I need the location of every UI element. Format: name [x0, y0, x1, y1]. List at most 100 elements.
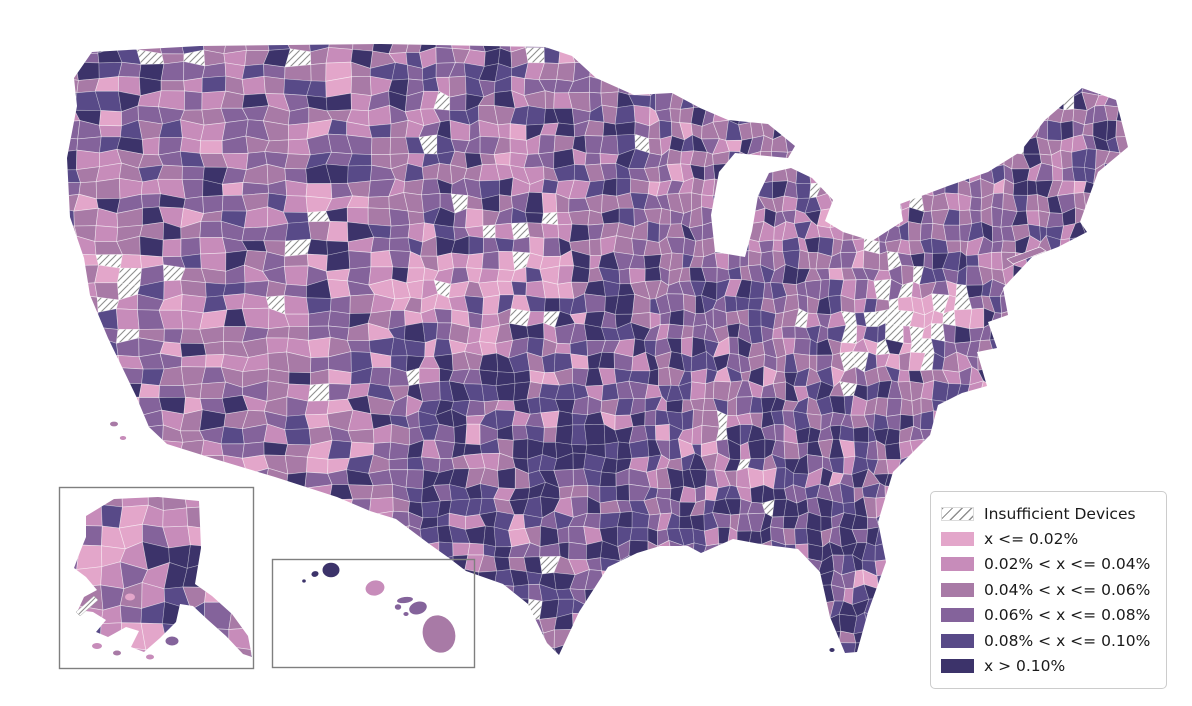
county-cell	[264, 512, 287, 531]
county-cell	[1024, 44, 1040, 52]
county-cell	[1091, 44, 1110, 52]
county-cell	[201, 75, 227, 94]
county-cell	[310, 62, 327, 82]
county-cell	[96, 453, 120, 475]
county-cell	[1106, 235, 1122, 256]
county-cell	[283, 645, 311, 655]
county-cell	[862, 249, 881, 271]
county-cell	[958, 49, 972, 69]
county-cell	[389, 659, 408, 679]
county-cell	[907, 598, 927, 620]
county-cell	[775, 641, 788, 655]
county-cell	[326, 221, 349, 243]
county-cell	[1106, 65, 1122, 81]
county-cell	[738, 44, 754, 55]
county-cell	[74, 368, 97, 387]
county-cell	[886, 626, 900, 649]
county-cell	[1141, 210, 1146, 227]
county-cell	[907, 627, 927, 649]
county-cell	[347, 642, 375, 655]
county-cell	[538, 134, 556, 155]
county-cell	[67, 339, 81, 358]
county-cell	[890, 135, 901, 155]
county-cell	[875, 206, 892, 225]
county-cell	[1107, 206, 1120, 229]
county-cell	[449, 93, 467, 112]
county-cell	[1003, 337, 1014, 357]
county-cell	[75, 166, 100, 184]
county-cell	[897, 78, 914, 97]
county-cell	[1048, 44, 1060, 52]
county-cell	[1048, 309, 1063, 328]
county-cell	[774, 424, 785, 442]
county-cell	[1126, 47, 1128, 66]
county-cell	[887, 539, 901, 561]
county-cell	[988, 92, 1007, 111]
county-cell	[524, 212, 544, 224]
alaska-county-cell	[74, 605, 78, 628]
county-cell	[98, 124, 122, 138]
county-cell	[614, 293, 636, 315]
county-cell	[738, 93, 751, 112]
hawaii-inset-box	[271, 558, 476, 669]
county-cell	[1082, 438, 1099, 455]
county-cell	[556, 410, 574, 428]
county-cell	[584, 613, 606, 632]
county-cell	[886, 642, 903, 655]
county-cell	[1052, 253, 1061, 272]
legend-swatch-bin-5	[941, 633, 974, 648]
county-cell	[689, 79, 705, 94]
county-cell	[75, 149, 100, 171]
county-cell	[645, 656, 661, 679]
county-cell	[205, 354, 225, 368]
county-cell	[244, 44, 270, 51]
county-cell	[806, 656, 819, 676]
county-cell	[968, 148, 981, 169]
county-cell	[701, 598, 718, 614]
county-cell	[1126, 181, 1128, 196]
county-cell	[759, 167, 774, 184]
county-cell	[1034, 339, 1054, 355]
county-cell	[660, 646, 673, 655]
county-cell	[1013, 92, 1026, 110]
county-cell	[646, 220, 660, 243]
county-cell	[73, 453, 99, 474]
county-cell	[304, 526, 330, 543]
county-cell	[1139, 227, 1146, 242]
county-cell	[388, 237, 411, 252]
county-cell	[747, 438, 766, 460]
county-cell	[242, 511, 267, 531]
county-cell	[931, 165, 946, 184]
county-cell	[544, 90, 555, 110]
county-cell	[827, 65, 844, 81]
county-cell	[783, 119, 800, 141]
county-cell	[199, 326, 225, 345]
county-cell	[285, 221, 312, 242]
county-cell	[912, 657, 925, 678]
county-cell	[1039, 323, 1054, 343]
county-cell	[1091, 312, 1108, 327]
county-cell	[830, 108, 846, 125]
county-cell	[1103, 44, 1120, 52]
county-cell	[1094, 235, 1111, 255]
county-cell	[643, 78, 662, 97]
county-cell	[1139, 382, 1147, 401]
hawaii-inset	[271, 558, 476, 669]
county-cell	[266, 337, 289, 354]
county-cell	[900, 398, 914, 417]
county-cell	[285, 512, 311, 527]
county-cell	[716, 598, 730, 619]
county-cell	[645, 626, 661, 649]
county-cell	[1114, 293, 1128, 311]
county-cell	[770, 66, 785, 82]
county-cell	[224, 660, 243, 679]
county-cell	[752, 51, 766, 69]
county-cell	[886, 558, 904, 576]
county-cell	[1094, 193, 1111, 214]
county-cell	[804, 572, 821, 587]
alaska-county-cell	[182, 497, 208, 509]
county-cell	[136, 453, 165, 469]
county-cell	[370, 236, 391, 253]
county-cell	[736, 208, 754, 227]
county-cell	[885, 397, 903, 417]
